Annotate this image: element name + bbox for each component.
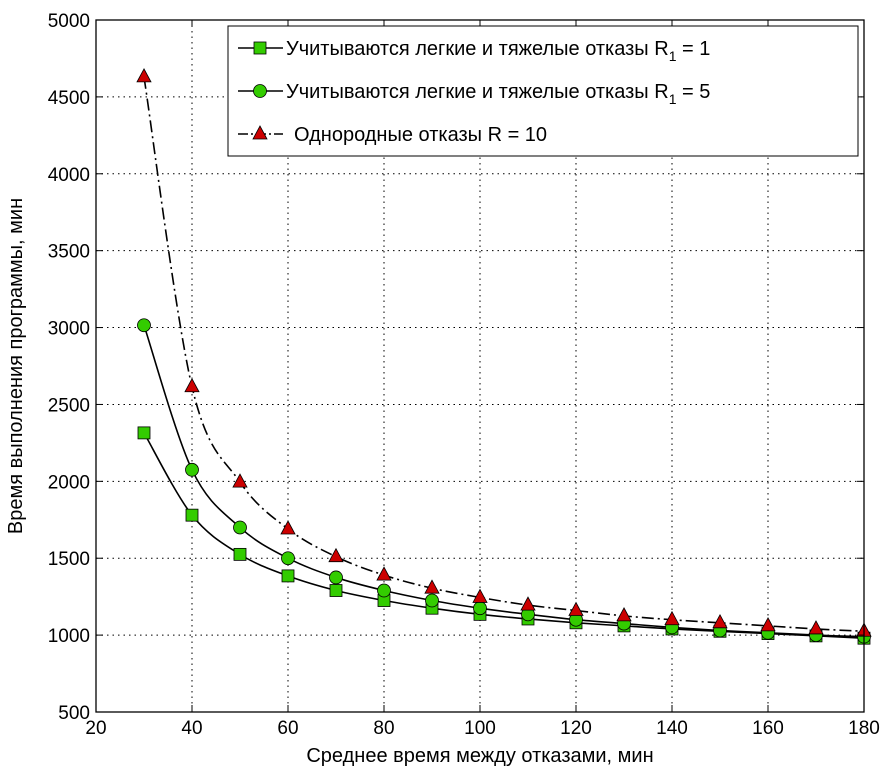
data-point	[376, 566, 392, 581]
legend-entry: Учитываются легкие и тяжелые отказы R1 =…	[238, 81, 710, 107]
data-point	[281, 551, 295, 566]
x-tick-label: 180	[848, 718, 880, 739]
x-tick-label: 160	[752, 718, 784, 739]
x-tick-label: 20	[85, 718, 106, 739]
legend-label: Однородные отказы R = 10	[294, 124, 547, 146]
data-point	[616, 607, 632, 622]
legend-entry: Однородные отказы R = 10	[238, 124, 547, 146]
data-point	[280, 520, 296, 535]
data-point	[520, 596, 536, 611]
y-tick-label: 1500	[48, 549, 90, 570]
data-point	[184, 377, 200, 393]
x-tick-label: 100	[464, 718, 496, 739]
data-point	[712, 613, 728, 629]
data-point	[329, 570, 343, 585]
y-tick-label: 5000	[48, 11, 90, 32]
legend-label: Учитываются легкие и тяжелые отказы R1 =…	[286, 38, 710, 64]
data-point	[233, 520, 247, 535]
data-point	[472, 588, 488, 603]
data-point	[808, 620, 824, 635]
legend-marker	[252, 125, 268, 140]
legend-marker	[253, 84, 267, 98]
data-point	[664, 610, 680, 626]
data-point	[473, 601, 487, 616]
x-tick-label: 60	[277, 718, 298, 739]
data-point	[377, 583, 391, 598]
data-point	[425, 593, 439, 608]
y-tick-label: 3500	[48, 242, 90, 263]
data-point	[760, 617, 776, 632]
data-point	[136, 68, 152, 83]
y-tick-label: 3000	[48, 319, 90, 340]
y-tick-label: 4500	[48, 88, 90, 109]
tick-labels: 20 40 60 80 100 120 140 160 180 500 1000 1500 2000 25…	[48, 11, 880, 739]
legend-box	[227, 25, 859, 157]
y-tick-label: 2500	[48, 395, 90, 416]
legend-marker	[253, 41, 267, 55]
legend-label: Учитываются легкие и тяжелые отказы R1 =…	[286, 81, 710, 107]
legend-entry: Учитываются легкие и тяжелые отказы R1 =…	[238, 38, 710, 64]
y-axis-title: Время выполнения программы, мин	[5, 198, 27, 534]
data-point	[329, 584, 343, 597]
data-point	[328, 547, 344, 563]
series-layer	[136, 68, 872, 645]
x-tick-label: 80	[373, 718, 394, 739]
data-point	[233, 547, 247, 561]
x-axis-title: Среднее время между отказами, мин	[306, 745, 653, 767]
data-point	[185, 508, 199, 522]
data-point	[424, 579, 440, 594]
series-line	[143, 76, 865, 633]
grid	[96, 20, 864, 712]
data-point	[568, 601, 584, 616]
data-point	[137, 426, 151, 440]
data-point	[281, 569, 295, 583]
series-line	[143, 432, 865, 639]
y-tick-label: 500	[58, 703, 90, 724]
y-tick-label: 1000	[48, 626, 90, 647]
data-point	[137, 318, 151, 333]
x-tick-label: 40	[181, 718, 202, 739]
data-point	[232, 473, 248, 488]
y-tick-label: 2000	[48, 472, 90, 493]
legend: Учитываются легкие и тяжелые отказы R1 =…	[227, 25, 859, 157]
data-point	[185, 462, 199, 477]
y-tick-label: 4000	[48, 165, 90, 186]
x-tick-label: 120	[560, 718, 592, 739]
x-tick-label: 140	[656, 718, 688, 739]
